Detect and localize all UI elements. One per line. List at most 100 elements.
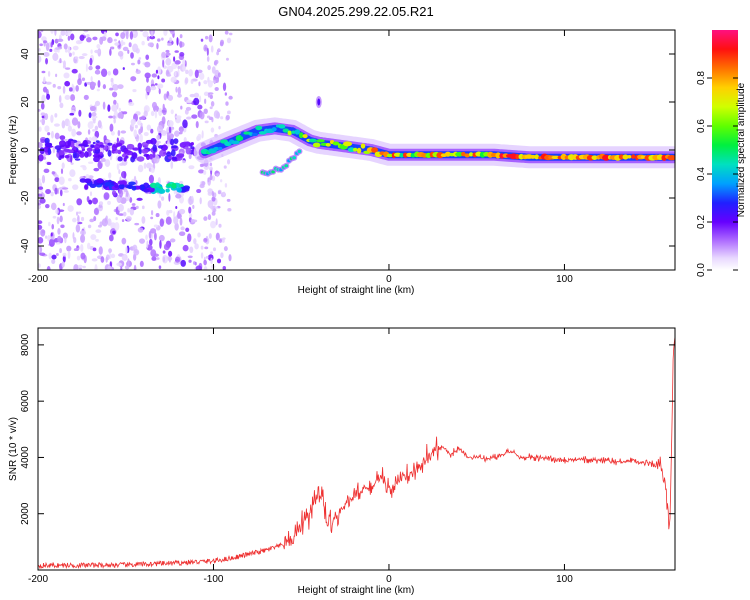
spectrogram-cell xyxy=(150,110,155,117)
spectrogram-cell xyxy=(53,123,60,127)
spectrogram-cell xyxy=(69,112,75,116)
spectrogram-cell xyxy=(121,237,127,245)
spectrogram-cell xyxy=(216,51,220,56)
spectrogram-cell xyxy=(118,183,125,190)
spectrogram-cell xyxy=(130,76,137,82)
spectrogram-cell xyxy=(63,43,68,50)
spectrogram-cell xyxy=(157,75,160,80)
spectrogram-cell xyxy=(93,167,100,172)
spectrogram-cell xyxy=(83,94,89,100)
spectrogram-cell xyxy=(210,220,217,229)
spectrogram-cell xyxy=(67,35,71,41)
spectrogram-cell xyxy=(57,235,62,243)
spectrogram-cell xyxy=(211,175,216,182)
spectrogram-cell xyxy=(71,68,78,74)
spectrogram-cell xyxy=(161,116,166,125)
spectrogram-cell xyxy=(116,262,122,267)
spectrogram-cell xyxy=(117,84,124,90)
spectrogram-cell xyxy=(171,182,177,189)
spectrogram-cell xyxy=(51,254,57,260)
spectrogram-cell xyxy=(77,78,82,86)
spectrogram-cell xyxy=(43,51,50,57)
spectrogram-cell xyxy=(127,258,130,267)
spectrogram-cell xyxy=(143,162,147,169)
spectrogram-cell xyxy=(158,265,162,270)
spectrogram-cell xyxy=(77,211,82,214)
spectrogram-cell xyxy=(77,215,80,223)
spectrogram-cell xyxy=(118,169,121,175)
spectrogram-cell xyxy=(186,116,192,120)
spectrogram-cell xyxy=(213,146,220,151)
colorbar-tick-label: 0.6 xyxy=(696,119,707,133)
spectrogram-cell xyxy=(55,208,59,215)
spectrogram-cell xyxy=(189,93,196,98)
spectrogram-cell xyxy=(175,193,182,199)
spectrogram-cell xyxy=(147,42,154,47)
spectrogram-cell xyxy=(108,115,113,119)
spectrogram-cell xyxy=(214,206,219,209)
spectrogram-cell xyxy=(57,228,61,235)
spectrogram-cell xyxy=(117,180,125,185)
spectrogram-cell xyxy=(49,48,53,52)
spectrogram-cell xyxy=(188,165,195,170)
spectrogram-cell xyxy=(208,34,213,43)
snr-y-tick-label: 2000 xyxy=(20,502,31,525)
spectrogram-cell xyxy=(218,72,221,78)
spectrogram-cell xyxy=(107,218,112,226)
spectrogram-cell xyxy=(317,98,321,106)
spectrogram-cell xyxy=(207,92,211,98)
spectrogram-cell xyxy=(58,149,65,156)
spectrogram-cell xyxy=(40,102,45,110)
snr-x-label: Height of straight line (km) xyxy=(298,585,415,596)
spectrogram-cell xyxy=(55,73,58,78)
spectrogram-cell xyxy=(156,257,160,260)
spectrogram-cell xyxy=(219,179,223,183)
spectrogram-cell xyxy=(149,182,157,189)
spectrogram-cell xyxy=(231,140,240,145)
spectrogram-cell xyxy=(62,232,68,239)
snr-background xyxy=(38,328,675,570)
spectrogram-cell xyxy=(50,191,54,197)
spectrogram-x-label: Height of straight line (km) xyxy=(298,285,415,296)
spectrogram-cell xyxy=(60,168,64,175)
spectrogram-cell xyxy=(352,147,358,152)
spectrogram-cell xyxy=(179,217,183,226)
spectrogram-cell xyxy=(176,187,183,193)
spectrogram-cell xyxy=(399,152,404,158)
snr-frame xyxy=(37,327,676,571)
spectrogram-cell xyxy=(194,69,199,79)
spectrogram-cell xyxy=(42,40,48,44)
spectrogram-cell xyxy=(78,143,85,147)
snr-y-ticks: 2000 4000 6000 8000 xyxy=(20,333,675,525)
spectrogram-cell xyxy=(132,147,140,151)
spectrogram-cell xyxy=(124,265,130,270)
spectrogram-cell xyxy=(38,193,43,197)
spectrogram-cell xyxy=(173,56,176,62)
spectrogram-cell xyxy=(203,80,208,85)
spectrogram-y-label: Frequency (Hz) xyxy=(8,116,19,185)
spectrogram-x-ticks: -200 -100 0 100 xyxy=(28,30,573,285)
spectrogram-cell xyxy=(179,34,183,39)
spectrogram-cell xyxy=(110,253,116,259)
spectrogram-cell xyxy=(205,256,209,259)
spectrogram-cell xyxy=(158,234,165,242)
spectrogram-cell xyxy=(145,92,148,100)
spectrogram-cell xyxy=(67,250,71,259)
spectrogram-cell xyxy=(59,141,64,145)
spectrogram-cell xyxy=(122,111,128,115)
spectrogram-cell xyxy=(143,153,149,157)
spectrogram-cell xyxy=(631,154,636,159)
spectrogram-cell xyxy=(101,218,108,227)
spectrogram-cell xyxy=(80,252,86,260)
spectrogram-cell xyxy=(61,261,65,268)
spectrogram-cell xyxy=(57,85,62,90)
spectrogram-cell xyxy=(45,57,48,65)
spectrogram-cell xyxy=(90,234,97,240)
spectrogram-cell xyxy=(179,129,183,135)
spectrogram-cell xyxy=(77,150,82,154)
spectrogram-cell xyxy=(83,144,89,148)
spectrogram-cell xyxy=(217,48,221,52)
spectrogram-cell xyxy=(143,131,149,137)
spectrogram-cell xyxy=(63,148,71,152)
spectrogram-cell xyxy=(112,115,116,119)
